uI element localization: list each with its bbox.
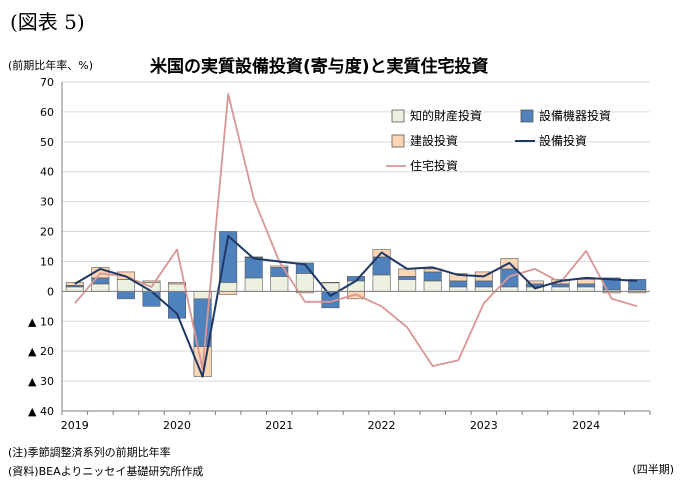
- bar-equipment: [500, 268, 519, 288]
- bar-equipment: [219, 231, 238, 283]
- x-tick-label: 2020: [163, 419, 191, 432]
- bar-equipment: [423, 271, 442, 282]
- bar-ip: [65, 286, 84, 292]
- y-tick-label: 30: [40, 196, 54, 209]
- bar-ip: [500, 286, 519, 292]
- y-tick-label: 40: [40, 166, 54, 179]
- bar-equipment: [142, 291, 161, 307]
- bar-structures: [525, 280, 544, 285]
- legend-swatch-ip: [391, 109, 405, 123]
- y-tick-label: 0: [47, 285, 54, 298]
- bar-equipment: [449, 280, 468, 288]
- stacked-bars: [65, 231, 647, 377]
- legend-label-equipment: 設備機器投資: [539, 108, 611, 123]
- bar-structures: [168, 282, 187, 285]
- legend-swatch-equipment: [520, 109, 534, 123]
- line-residential: [74, 93, 638, 371]
- bar-ip: [168, 283, 187, 292]
- line-total: [74, 235, 638, 378]
- legend-label-ip: 知的財産投資: [410, 108, 482, 123]
- x-tick-label: 2019: [61, 419, 89, 432]
- bar-ip: [91, 283, 110, 292]
- bar-equipment: [551, 283, 570, 288]
- y-tick-label: ▲ 10: [28, 315, 54, 328]
- x-tick-label: 2023: [470, 419, 498, 432]
- legend-label-structures: 建設投資: [410, 133, 458, 148]
- chart-title: 米国の実質設備投資(寄与度)と実質住宅投資: [150, 57, 489, 77]
- gridlines: [62, 81, 650, 412]
- line-series: [74, 93, 638, 378]
- x-unit-label: (四半期): [632, 463, 674, 476]
- legend-swatch-structures: [391, 134, 405, 148]
- bar-ip: [347, 280, 365, 292]
- x-tick-label: 2022: [368, 419, 396, 432]
- legend-label-total: 設備投資: [539, 133, 587, 148]
- axes: 70 60 50 40 30 20 10 0 ▲ 10 ▲ 20 ▲ 30 ▲ 40 2019 2020 2…: [28, 76, 651, 432]
- bar-ip: [295, 273, 314, 292]
- bar-ip: [551, 286, 570, 292]
- bar-ip: [398, 279, 417, 292]
- bar-structures: [449, 273, 468, 282]
- bar-equipment: [577, 283, 596, 288]
- bar-ip: [270, 276, 289, 292]
- y-tick-label: 60: [40, 106, 54, 119]
- y-tick-label: ▲ 30: [28, 375, 54, 388]
- x-tick-label: 2021: [265, 419, 293, 432]
- bar-equipment: [295, 262, 314, 274]
- y-tick-label: 10: [40, 255, 54, 268]
- bar-ip: [116, 279, 135, 292]
- y-unit-label: (前期比年率、%): [8, 59, 94, 72]
- y-tick-label: 50: [40, 136, 54, 149]
- bar-structures: [321, 282, 340, 284]
- bar-ip: [372, 274, 391, 292]
- y-tick-label: 20: [40, 226, 54, 239]
- bar-ip: [423, 280, 442, 292]
- bar-structures: [577, 279, 596, 285]
- bar-structures: [270, 265, 289, 268]
- bar-ip: [244, 277, 263, 292]
- bar-structures: [65, 282, 84, 286]
- x-tick-label: 2024: [572, 419, 600, 432]
- y-tick-label: ▲ 20: [28, 345, 54, 358]
- bar-structures: [398, 268, 417, 277]
- bar-ip: [577, 286, 596, 292]
- footnote-note: (注)季節調整済系列の前期比年率: [8, 446, 171, 459]
- bar-ip: [219, 282, 238, 292]
- bar-structures: [142, 280, 161, 283]
- bar-ip: [474, 286, 493, 292]
- bar-equipment: [116, 291, 135, 300]
- bar-equipment: [474, 280, 493, 288]
- legend-label-residential: 住宅投資: [410, 158, 458, 173]
- footnote-source: (資料)BEAよりニッセイ基礎研究所作成: [8, 465, 204, 478]
- bar-equipment: [398, 276, 417, 280]
- y-tick-label: ▲ 40: [28, 405, 54, 418]
- y-tick-label: 70: [40, 76, 54, 89]
- bar-ip: [449, 286, 468, 292]
- figure-label: (図表 5): [10, 10, 85, 34]
- bar-equipment: [628, 279, 647, 291]
